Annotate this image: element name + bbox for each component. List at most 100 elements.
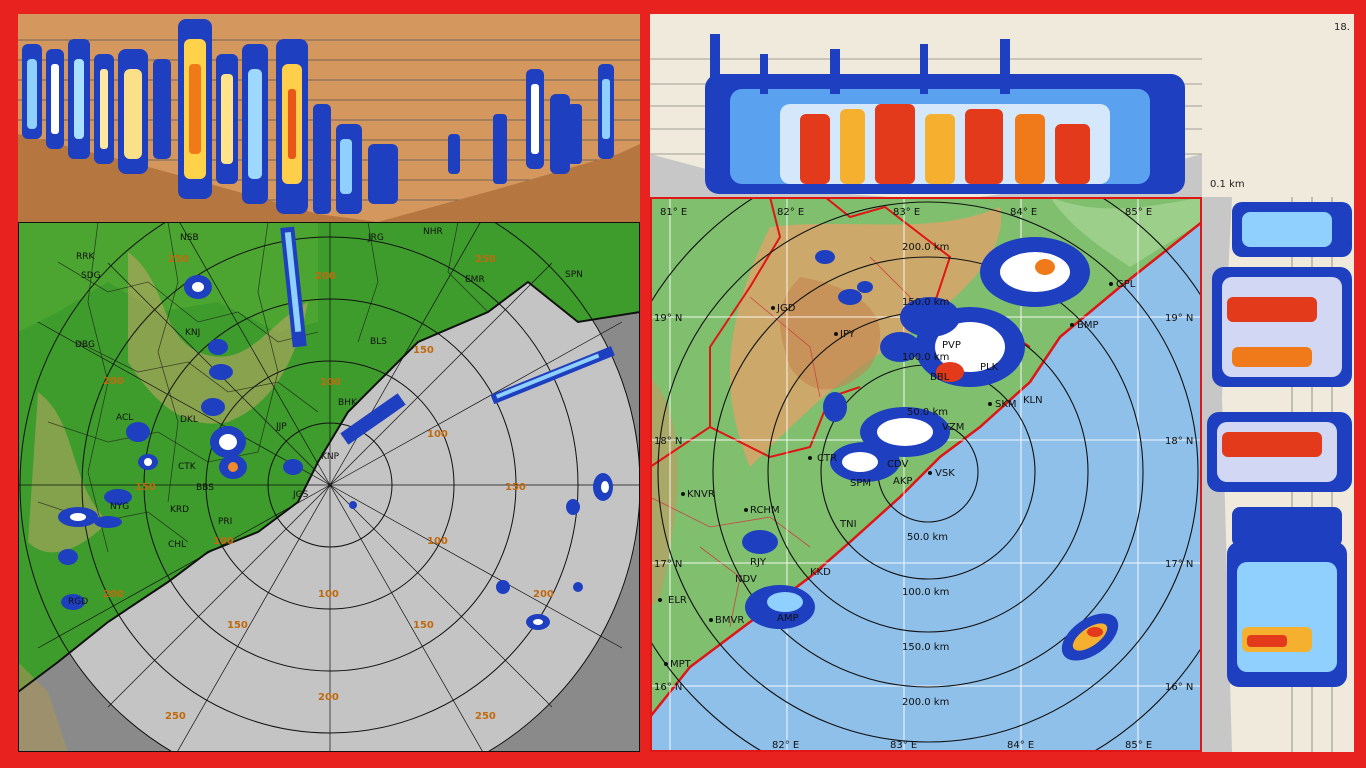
- place-label: SPM: [850, 478, 871, 489]
- height-label: 0.1 km: [1210, 179, 1245, 190]
- range-label: 100.0 km: [902, 587, 949, 598]
- lat-label: 16° N: [654, 682, 682, 693]
- range-label: 100: [213, 536, 234, 547]
- range-label: 200: [318, 692, 339, 703]
- lon-label: 82° E: [777, 207, 804, 218]
- place-label: BLS: [370, 337, 387, 347]
- range-label: 250: [475, 711, 496, 722]
- place-label: BBS: [196, 483, 214, 493]
- range-label: 150: [505, 482, 526, 493]
- range-label: 100.0 km: [902, 352, 949, 363]
- place-label: JJP: [275, 422, 287, 432]
- lat-label: 18° N: [654, 436, 682, 447]
- place-label: MPT: [670, 659, 692, 670]
- place-label: KNVR: [687, 489, 715, 500]
- place-label: JPY: [839, 329, 856, 340]
- place-label: NHR: [423, 227, 443, 237]
- left-ppi-map: NSB JRG NHR RRK SDG EMR SPN KNJ DBG BLS …: [18, 222, 640, 752]
- place-label: EMR: [465, 275, 485, 285]
- range-label: 100: [427, 536, 448, 547]
- place-label: CTK: [178, 462, 197, 472]
- range-label: 200: [103, 376, 124, 387]
- place-label: BMP: [1077, 320, 1099, 331]
- lon-label-bottom: 85° E: [1125, 740, 1152, 751]
- place-label: AMP: [777, 613, 799, 624]
- place-label: NYG: [110, 502, 129, 512]
- corner-value: 18.: [1334, 22, 1350, 33]
- range-label: 200.0 km: [902, 697, 949, 708]
- place-label: PLK: [980, 362, 999, 373]
- range-label: 250: [475, 254, 496, 265]
- range-label: 200: [103, 589, 124, 600]
- range-label: 150: [413, 620, 434, 631]
- place-label: PVP: [942, 340, 961, 351]
- place-label: NDV: [735, 574, 757, 585]
- right-ppi-map: 81° E 82° E 83° E 84° E 85° E 82° E 83° …: [650, 197, 1202, 752]
- range-label: 150: [135, 482, 156, 493]
- place-label: NSB: [180, 233, 199, 243]
- place-label: JGS: [292, 490, 309, 500]
- range-label: 200: [533, 589, 554, 600]
- range-label: 250: [165, 711, 186, 722]
- lon-label-bottom: 83° E: [890, 740, 917, 751]
- right-corner-box: 18. 0.1 km: [1202, 14, 1354, 197]
- lat-label: 16° N: [1165, 682, 1193, 693]
- range-label: 150.0 km: [902, 297, 949, 308]
- place-label: RJY: [750, 557, 767, 568]
- place-label: SPN: [565, 270, 583, 280]
- lon-label: 84° E: [1010, 207, 1037, 218]
- range-label: 100: [318, 589, 339, 600]
- place-label: VSK: [935, 468, 955, 479]
- right-vertical-cross-section: [650, 14, 1202, 197]
- lat-label: 19° N: [654, 313, 682, 324]
- place-label: SDG: [81, 271, 101, 281]
- place-label: GPL: [1116, 279, 1136, 290]
- range-label: 150: [413, 345, 434, 356]
- place-label: BMVR: [715, 615, 744, 626]
- place-label: BBL: [930, 372, 950, 383]
- place-label: TNI: [839, 519, 857, 530]
- range-label: 150: [227, 620, 248, 631]
- place-label: KNP: [321, 452, 340, 462]
- range-label: 200: [315, 271, 336, 282]
- lon-label-bottom: 84° E: [1007, 740, 1034, 751]
- place-label: AKP: [893, 476, 912, 487]
- place-label: KRD: [170, 505, 189, 515]
- lon-label: 81° E: [660, 207, 687, 218]
- place-label: DBG: [75, 340, 95, 350]
- place-label: JGD: [776, 303, 796, 314]
- echo-columns: [22, 19, 614, 214]
- place-label: SKM: [995, 399, 1017, 410]
- place-label: CHL: [168, 540, 186, 550]
- place-label: BHK: [338, 398, 358, 408]
- place-label: PRI: [218, 517, 232, 527]
- place-label: ELR: [668, 595, 687, 606]
- range-label: 150.0 km: [902, 642, 949, 653]
- lon-label: 85° E: [1125, 207, 1152, 218]
- place-label: RGD: [68, 597, 88, 607]
- lon-label-bottom: 82° E: [772, 740, 799, 751]
- place-label: CDV: [887, 459, 909, 470]
- lon-label: 83° E: [893, 207, 920, 218]
- lat-label: 19° N: [1165, 313, 1193, 324]
- place-label: RRK: [76, 252, 96, 262]
- place-label: KKD: [810, 567, 831, 578]
- place-label: RCHM: [750, 505, 780, 516]
- range-label: 200.0 km: [902, 242, 949, 253]
- lat-label: 17° N: [1165, 559, 1193, 570]
- range-label: 50.0 km: [907, 532, 948, 543]
- place-label: VZM: [942, 422, 964, 433]
- place-label: KNJ: [185, 328, 200, 338]
- place-label: ACL: [116, 413, 133, 423]
- left-echoes: [58, 226, 615, 630]
- left-vertical-cross-section: [18, 14, 640, 222]
- range-label: 100: [320, 377, 341, 388]
- place-label: DKL: [180, 415, 198, 425]
- right-side-cross-section: [1202, 197, 1354, 752]
- lat-label: 17° N: [654, 559, 682, 570]
- range-label: 100: [427, 429, 448, 440]
- place-label: CTR: [817, 453, 837, 464]
- range-label: 50.0 km: [907, 407, 948, 418]
- range-label: 250: [168, 254, 189, 265]
